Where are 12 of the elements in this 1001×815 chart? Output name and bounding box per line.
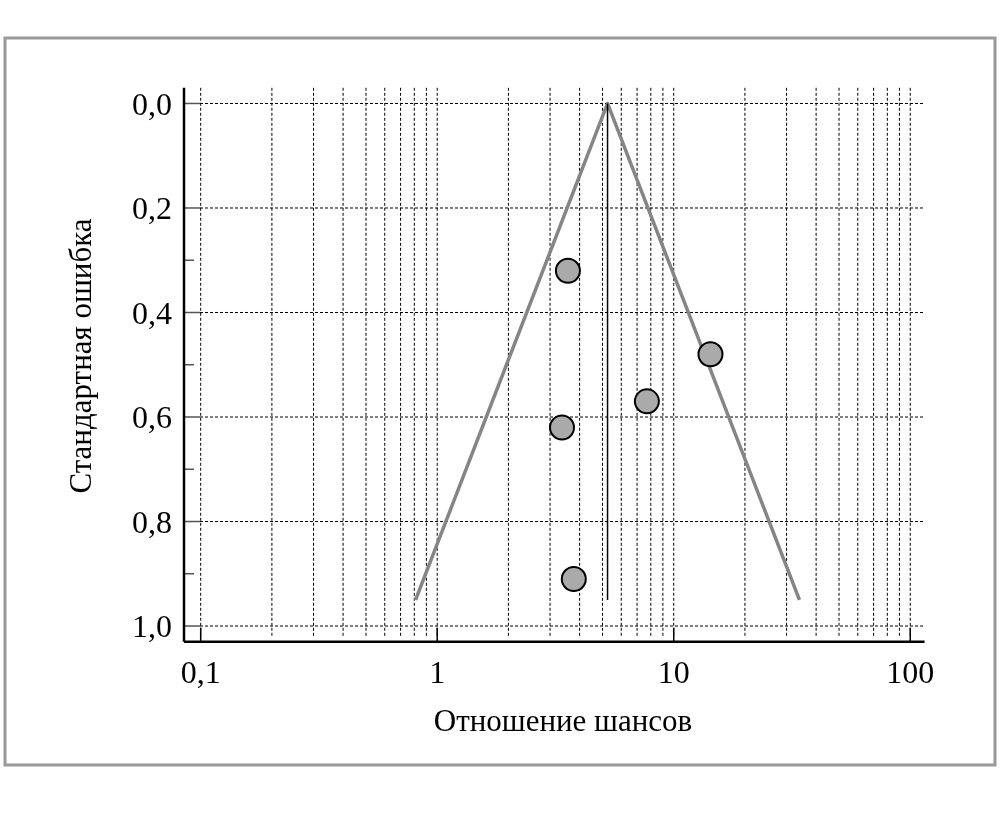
y-tick-label: 0,0 bbox=[132, 85, 172, 122]
y-tick-label: 1,0 bbox=[132, 608, 172, 645]
y-tick-label: 0,4 bbox=[132, 294, 172, 331]
x-tick-label: 0,1 bbox=[180, 653, 221, 690]
x-tick-label: 1 bbox=[429, 653, 446, 690]
y-axis-title: Стандартная ошибка bbox=[62, 218, 98, 494]
y-tick-label: 0,2 bbox=[132, 190, 172, 227]
y-tick-label: 0,6 bbox=[132, 399, 172, 436]
x-tick-label: 100 bbox=[886, 653, 935, 690]
x-tick-label: 10 bbox=[657, 653, 690, 690]
y-tick-label: 0,8 bbox=[132, 503, 172, 540]
x-axis-title: Отношение шансов bbox=[433, 703, 693, 738]
